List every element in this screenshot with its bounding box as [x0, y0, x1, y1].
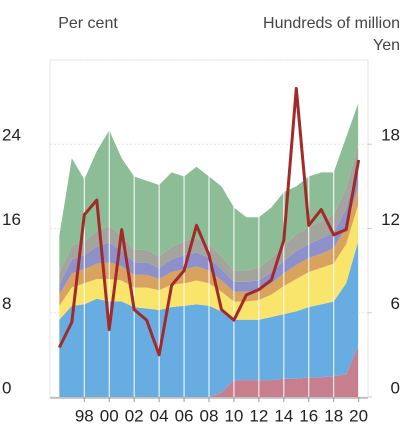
y2-axis-title: Yen	[373, 37, 400, 54]
x-tick-label: 16	[299, 406, 318, 425]
y2-tick-label: 18	[381, 126, 400, 145]
y2-tick-label: 12	[381, 210, 400, 229]
x-tick-label: 08	[200, 406, 219, 425]
x-tick-label: 18	[324, 406, 343, 425]
x-tick-label: 06	[175, 406, 194, 425]
x-tick-label: 14	[274, 406, 293, 425]
x-tick-label: 02	[125, 406, 144, 425]
y-axis-title: Per cent	[58, 15, 118, 32]
x-tick-label: 98	[75, 406, 94, 425]
y2-axis-title: Hundreds of million	[263, 15, 400, 32]
x-tick-label: 04	[150, 406, 169, 425]
y-tick-label: 8	[2, 294, 11, 313]
x-tick-label: 12	[249, 406, 268, 425]
y-tick-label: 16	[2, 210, 21, 229]
x-tick-label: 20	[349, 406, 368, 425]
y2-tick-label: 6	[391, 294, 400, 313]
y-tick-label: 0	[2, 378, 11, 397]
x-tick-label: 10	[224, 406, 243, 425]
line	[58, 86, 361, 357]
y-tick-label: 24	[2, 126, 21, 145]
x-tick-label: 00	[100, 406, 119, 425]
y2-tick-label: 0	[391, 378, 400, 397]
